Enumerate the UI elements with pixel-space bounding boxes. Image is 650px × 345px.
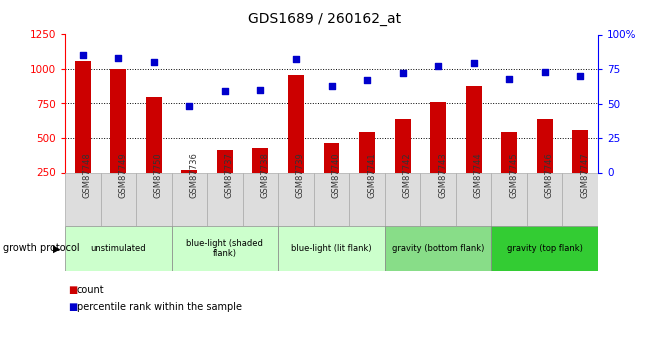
Point (184, 104, 194, 109)
FancyBboxPatch shape (242, 172, 278, 226)
FancyBboxPatch shape (172, 226, 278, 271)
Text: blue-light (shaded
flank): blue-light (shaded flank) (187, 239, 263, 258)
Text: GSM87749: GSM87749 (118, 152, 127, 198)
FancyBboxPatch shape (278, 226, 385, 271)
Point (433, 63, 443, 69)
Text: blue-light (lit flank): blue-light (lit flank) (291, 244, 372, 253)
FancyBboxPatch shape (385, 226, 491, 271)
Text: GSM87742: GSM87742 (402, 152, 411, 198)
Bar (430, 102, 446, 207)
FancyBboxPatch shape (207, 172, 242, 226)
Bar (75, 61, 91, 207)
FancyBboxPatch shape (349, 172, 385, 226)
Point (113, 55, 124, 61)
Text: ■: ■ (68, 302, 77, 312)
FancyBboxPatch shape (101, 172, 136, 226)
FancyBboxPatch shape (562, 172, 598, 226)
Text: GSM87745: GSM87745 (509, 152, 518, 198)
Point (540, 69, 550, 75)
Text: gravity (top flank): gravity (top flank) (507, 244, 582, 253)
Point (504, 76, 514, 81)
Text: count: count (77, 285, 104, 295)
Text: GSM87748: GSM87748 (83, 152, 92, 198)
Bar (252, 148, 268, 207)
Text: unstimulated: unstimulated (90, 244, 146, 253)
Text: ▶: ▶ (53, 244, 60, 253)
Bar (288, 75, 304, 207)
Text: GSM87737: GSM87737 (225, 152, 234, 198)
Text: GDS1689 / 260162_at: GDS1689 / 260162_at (248, 12, 402, 26)
Point (362, 77, 372, 83)
Text: GSM87746: GSM87746 (545, 152, 554, 198)
Point (220, 88, 230, 94)
Text: GSM87736: GSM87736 (189, 152, 198, 198)
Bar (146, 97, 162, 207)
Bar (465, 86, 482, 207)
Bar (537, 119, 552, 207)
Bar (359, 132, 375, 207)
Text: ■: ■ (68, 285, 77, 295)
FancyBboxPatch shape (65, 226, 172, 271)
Bar (217, 150, 233, 207)
Text: GSM87738: GSM87738 (261, 152, 270, 198)
Point (255, 87, 266, 92)
Point (575, 73, 586, 79)
Text: GSM87739: GSM87739 (296, 152, 305, 198)
Text: GSM87743: GSM87743 (438, 152, 447, 198)
Text: GSM87744: GSM87744 (474, 152, 483, 198)
Point (149, 59, 159, 65)
Text: percentile rank within the sample: percentile rank within the sample (77, 302, 242, 312)
Bar (501, 132, 517, 207)
Point (397, 70, 408, 76)
Text: gravity (bottom flank): gravity (bottom flank) (392, 244, 484, 253)
FancyBboxPatch shape (456, 172, 491, 226)
Point (326, 83, 337, 88)
Bar (111, 69, 126, 207)
FancyBboxPatch shape (65, 172, 101, 226)
Text: growth protocol: growth protocol (3, 244, 80, 253)
Text: GSM87740: GSM87740 (332, 152, 341, 198)
FancyBboxPatch shape (385, 172, 421, 226)
Bar (395, 119, 411, 207)
Text: GSM87741: GSM87741 (367, 152, 376, 198)
FancyBboxPatch shape (278, 172, 314, 226)
FancyBboxPatch shape (491, 172, 527, 226)
Text: GSM87747: GSM87747 (580, 152, 590, 198)
Point (469, 61, 479, 66)
FancyBboxPatch shape (314, 172, 349, 226)
Point (291, 57, 301, 62)
FancyBboxPatch shape (527, 172, 562, 226)
Bar (324, 143, 339, 207)
FancyBboxPatch shape (491, 226, 598, 271)
FancyBboxPatch shape (421, 172, 456, 226)
FancyBboxPatch shape (172, 172, 207, 226)
FancyBboxPatch shape (136, 172, 172, 226)
Text: GSM87750: GSM87750 (154, 152, 163, 198)
Point (77, 52, 88, 58)
Bar (181, 170, 198, 207)
Bar (572, 130, 588, 207)
